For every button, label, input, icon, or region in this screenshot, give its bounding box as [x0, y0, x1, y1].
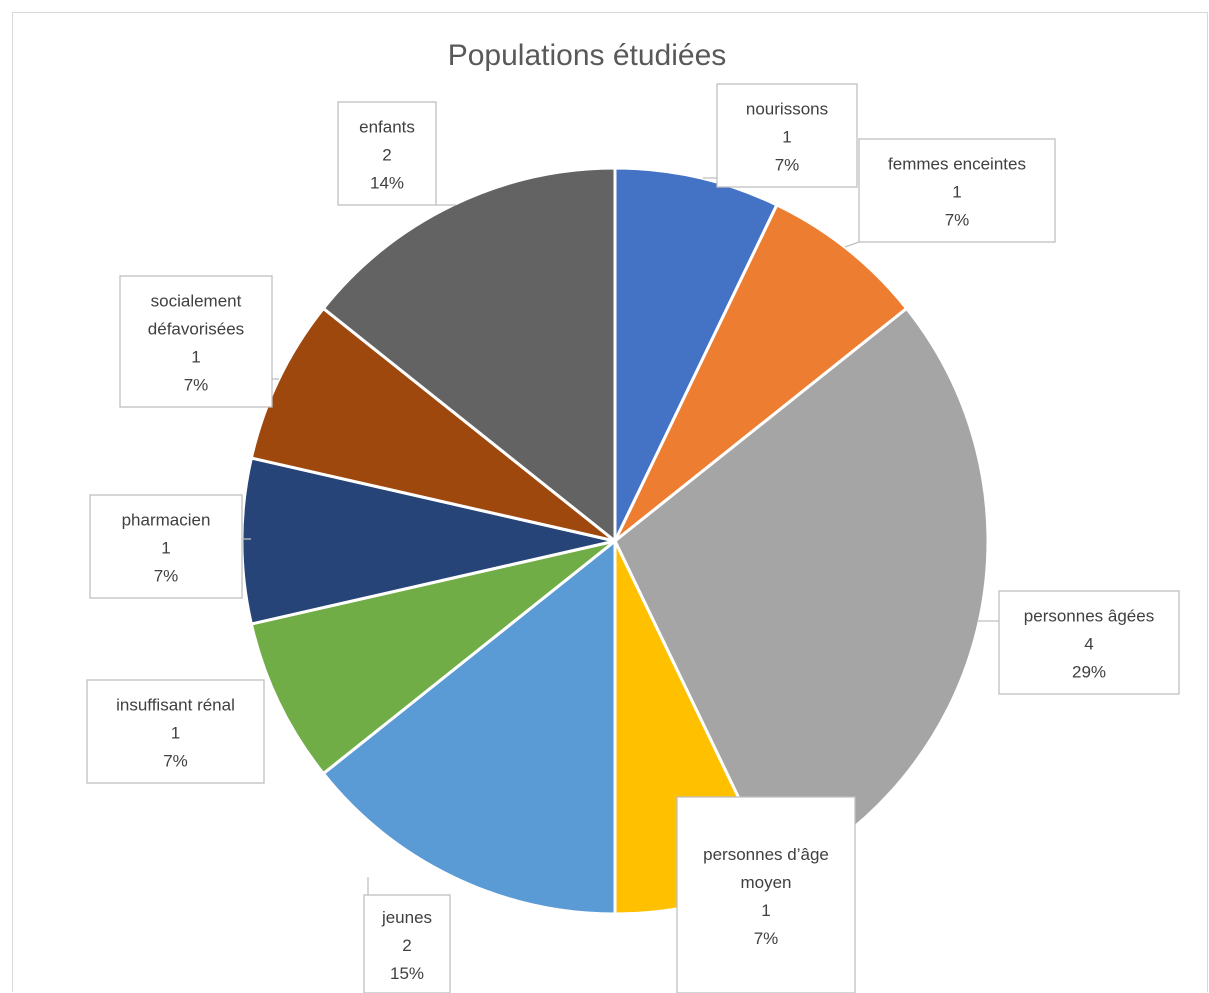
data-label-percent: 7%	[163, 752, 188, 771]
data-label-value: 4	[1084, 635, 1093, 654]
data-label-value: 1	[952, 183, 961, 202]
data-label-category: nourissons	[746, 100, 828, 119]
chart-title: Populations étudiées	[448, 39, 727, 72]
pie-slice	[613, 202, 909, 543]
pie-slice	[613, 166, 779, 542]
data-label: nourissons 1 7%	[703, 83, 858, 188]
data-label-percent: 7%	[775, 156, 800, 175]
data-label-percent: 7%	[154, 567, 179, 586]
pie-slice	[249, 306, 616, 543]
data-label-category: pharmacien	[122, 511, 211, 530]
data-label-percent: 29%	[1072, 663, 1106, 682]
data-label-category: personnes d’âge	[703, 845, 829, 864]
data-label-value: 2	[402, 936, 411, 955]
data-label-category: enfants	[359, 118, 415, 137]
data-label-value: 1	[161, 539, 170, 558]
data-label-value: 1	[191, 348, 200, 367]
data-label: socialement défavorisées 1 7%	[119, 275, 279, 408]
data-label-percent: 15%	[390, 964, 424, 983]
data-label-value: 2	[382, 146, 391, 165]
pie-slice	[249, 539, 616, 776]
chart-area: Populations étudiées nourissons 1 7% femmes…	[12, 12, 1208, 993]
data-label: insuffisant rénal 1 7%	[86, 679, 265, 784]
data-label-value: 1	[782, 128, 791, 147]
data-label-category: personnes âgées	[1024, 607, 1154, 626]
data-label: jeunes 2 15%	[363, 877, 451, 993]
leader-line	[844, 241, 860, 248]
data-label-category: socialement	[151, 292, 242, 311]
data-label: personnes d’âge moyen 1 7%	[676, 796, 856, 993]
data-label-category: défavorisées	[148, 320, 244, 339]
data-label: enfants 2 14%	[337, 101, 456, 206]
data-label-percent: 7%	[945, 211, 970, 230]
data-label: femmes enceintes 1 7%	[844, 138, 1056, 248]
data-label-value: 1	[761, 901, 770, 920]
data-label: pharmacien 1 7%	[89, 494, 251, 599]
pie-slice	[321, 537, 617, 916]
pie-slices	[240, 166, 990, 916]
data-label-percent: 7%	[184, 376, 209, 395]
data-label-category: femmes enceintes	[888, 155, 1026, 174]
data-label-value: 1	[171, 724, 180, 743]
data-label-percent: 7%	[754, 929, 779, 948]
data-label: personnes âgées 4 29%	[977, 590, 1180, 695]
data-label-category: jeunes	[381, 908, 432, 927]
data-label-category: insuffisant rénal	[116, 696, 235, 715]
data-label-category: moyen	[740, 873, 791, 892]
data-label-percent: 14%	[370, 174, 404, 193]
